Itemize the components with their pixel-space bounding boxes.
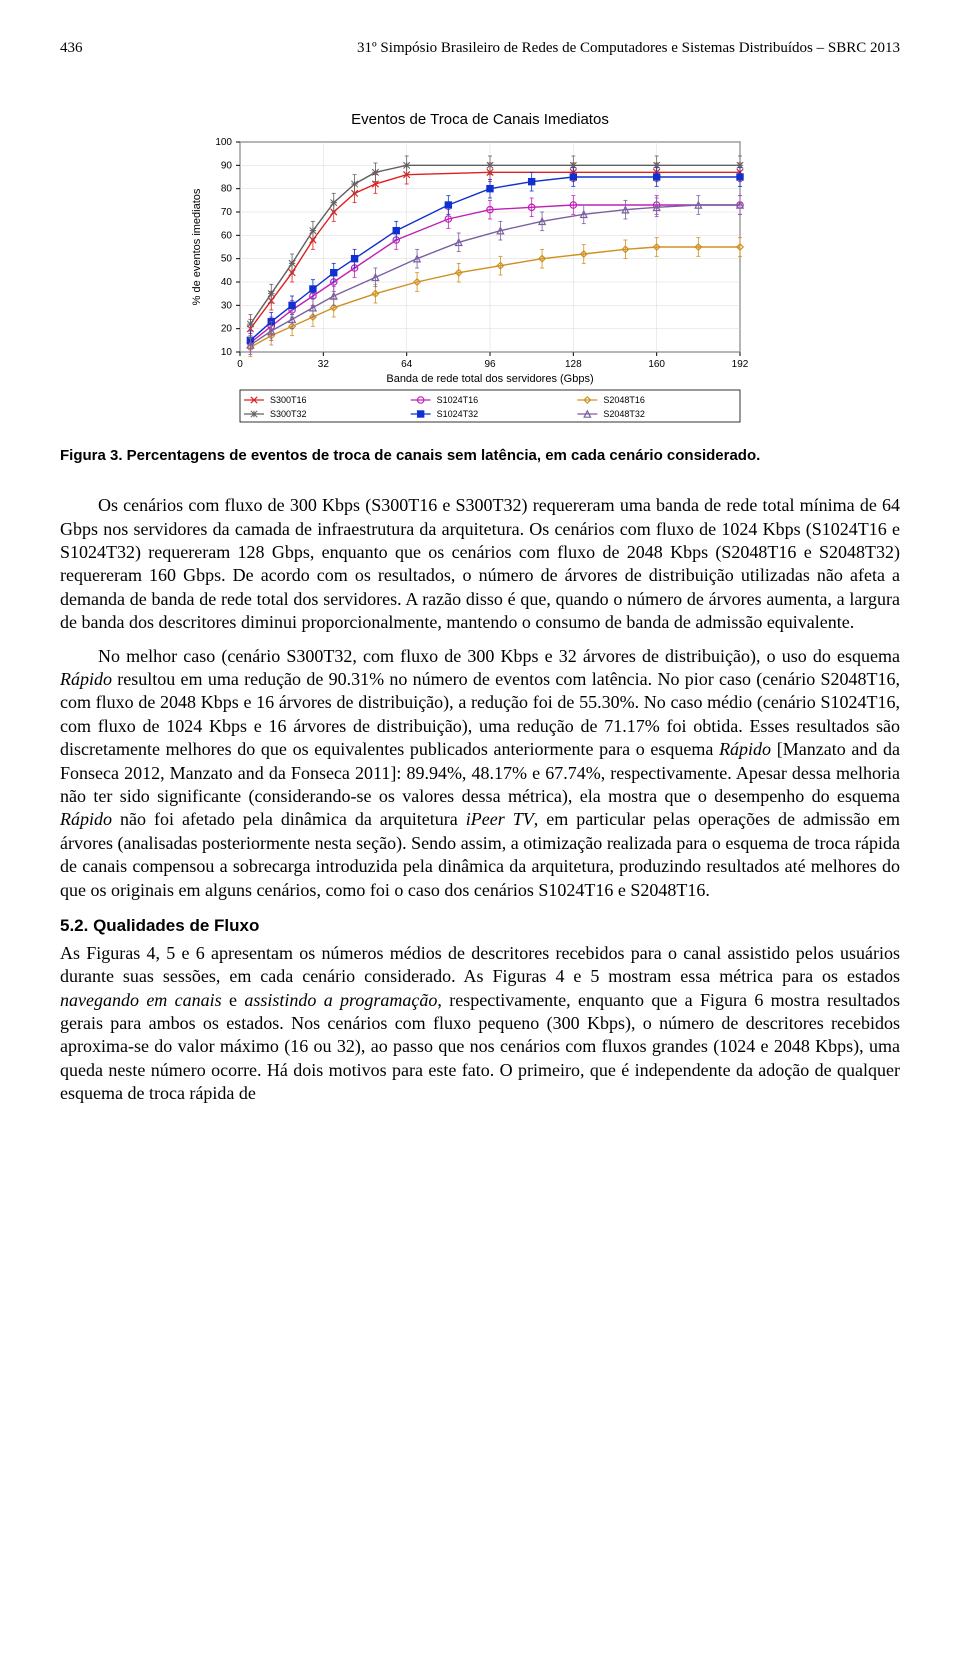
p2-italic-1: Rápido (60, 669, 112, 689)
svg-text:10: 10 (221, 347, 233, 358)
p3-text: e (222, 990, 245, 1010)
svg-text:160: 160 (648, 359, 665, 370)
page-number: 436 (60, 40, 83, 57)
running-header: 436 31º Simpósio Brasileiro de Redes de … (60, 40, 900, 57)
line-chart: 0 32 64 96 128 160 192 10 20 30 40 50 60 70 80 90 100 Ban… (160, 132, 800, 432)
p2-text: não foi afetado pela dinâmica da arquite… (112, 809, 466, 829)
svg-text:60: 60 (221, 230, 233, 241)
svg-text:128: 128 (565, 359, 582, 370)
p2-italic-2: Rápido (719, 739, 771, 759)
svg-text:80: 80 (221, 184, 233, 195)
svg-text:20: 20 (221, 324, 233, 335)
svg-text:90: 90 (221, 160, 233, 171)
svg-text:100: 100 (215, 137, 232, 148)
section-heading: 5.2. Qualidades de Fluxo (60, 916, 900, 936)
paragraph-3: As Figuras 4, 5 e 6 apresentam os número… (60, 942, 900, 1106)
svg-text:S2048T32: S2048T32 (603, 409, 645, 419)
svg-text:40: 40 (221, 277, 233, 288)
figure-caption: Figura 3. Percentagens de eventos de tro… (60, 446, 900, 466)
svg-text:Banda de rede total dos servid: Banda de rede total dos servidores (Gbps… (386, 373, 593, 385)
running-title: 31º Simpósio Brasileiro de Redes de Comp… (357, 40, 900, 57)
svg-text:S1024T16: S1024T16 (437, 395, 479, 405)
svg-text:64: 64 (401, 359, 413, 370)
svg-text:S1024T32: S1024T32 (437, 409, 479, 419)
p3-italic-1: navegando em canais (60, 990, 222, 1010)
chart-title: Eventos de Troca de Canais Imediatos (60, 111, 900, 128)
svg-text:S2048T16: S2048T16 (603, 395, 645, 405)
svg-text:0: 0 (237, 359, 243, 370)
svg-text:S300T16: S300T16 (270, 395, 307, 405)
figure-3: Eventos de Troca de Canais Imediatos 0 32… (60, 111, 900, 432)
p2-italic-4: iPeer TV (466, 809, 534, 829)
svg-text:% de eventos imediatos: % de eventos imediatos (191, 188, 203, 305)
p3-text: As Figuras 4, 5 e 6 apresentam os número… (60, 943, 900, 986)
paragraph-1: Os cenários com fluxo de 300 Kbps (S300T… (60, 494, 900, 634)
p3-italic-2: assistindo a programação (244, 990, 437, 1010)
svg-text:192: 192 (732, 359, 749, 370)
p2-text: No melhor caso (cenário S300T32, com flu… (98, 646, 900, 666)
p2-italic-3: Rápido (60, 809, 112, 829)
svg-text:50: 50 (221, 254, 233, 265)
svg-text:S300T32: S300T32 (270, 409, 307, 419)
svg-text:70: 70 (221, 207, 233, 218)
svg-text:96: 96 (484, 359, 496, 370)
svg-text:30: 30 (221, 300, 233, 311)
paragraph-2: No melhor caso (cenário S300T32, com flu… (60, 645, 900, 902)
svg-text:32: 32 (318, 359, 330, 370)
